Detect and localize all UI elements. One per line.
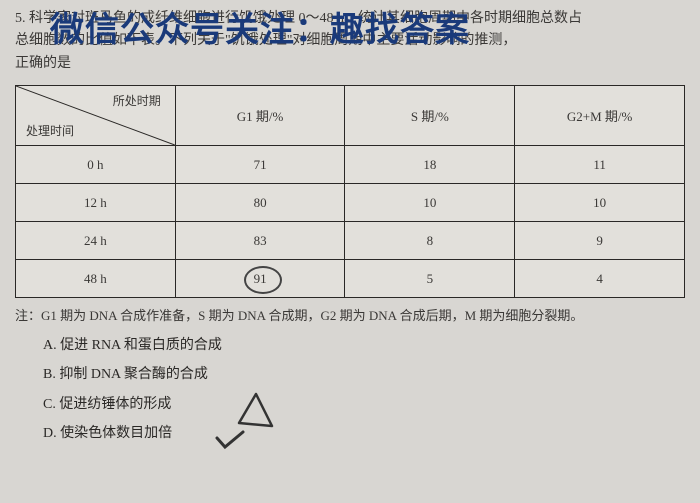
cell-g1-circled: 91 <box>175 260 345 298</box>
col-header-g2m: G2+M 期/% <box>515 86 685 146</box>
col-header-g1: G1 期/% <box>175 86 345 146</box>
option-c: C. 促进纺锤体的形成 <box>43 395 685 415</box>
cell-s: 10 <box>345 184 515 222</box>
check-annotation-icon <box>215 430 245 450</box>
table-row: 24 h 83 8 9 <box>16 222 685 260</box>
table-note: 注：G1 期为 DNA 合成作准备，S 期为 DNA 合成期，G2 期为 DNA… <box>15 306 685 326</box>
cell-g2m: 11 <box>515 146 685 184</box>
row-time: 24 h <box>16 222 176 260</box>
watermark-text: 微信公众号关注：趣找答案 <box>50 2 470 51</box>
option-d: D. 使染色体数目加倍 <box>43 424 685 444</box>
cell-g2m: 10 <box>515 184 685 222</box>
row-time: 48 h <box>16 260 176 298</box>
cell-g1: 80 <box>175 184 345 222</box>
table-row: 0 h 71 18 11 <box>16 146 685 184</box>
option-a: A. 促进 RNA 和蛋白质的合成 <box>43 336 685 356</box>
cell-s: 5 <box>345 260 515 298</box>
data-table-container: 所处时期 处理时间 G1 期/% S 期/% G2+M 期/% 0 h 71 1… <box>15 85 685 298</box>
cell-g1: 83 <box>175 222 345 260</box>
cell-g2m: 9 <box>515 222 685 260</box>
row-time: 12 h <box>16 184 176 222</box>
cell-s: 18 <box>345 146 515 184</box>
option-b: B. 抑制 DNA 聚合酶的合成 <box>43 365 685 385</box>
stem-line-3: 正确的是 <box>15 56 71 71</box>
diagonal-header: 所处时期 处理时间 <box>16 86 176 146</box>
header-top-label: 所处时期 <box>113 92 161 109</box>
cell-g2m: 4 <box>515 260 685 298</box>
header-bottom-label: 处理时间 <box>26 122 74 139</box>
row-time: 0 h <box>16 146 176 184</box>
triangle-annotation-icon <box>236 390 276 430</box>
question-number: 5. <box>15 11 26 26</box>
cell-cycle-table: 所处时期 处理时间 G1 期/% S 期/% G2+M 期/% 0 h 71 1… <box>15 85 685 298</box>
cell-g1: 71 <box>175 146 345 184</box>
table-row: 12 h 80 10 10 <box>16 184 685 222</box>
col-header-s: S 期/% <box>345 86 515 146</box>
table-header-row: 所处时期 处理时间 G1 期/% S 期/% G2+M 期/% <box>16 86 685 146</box>
table-row: 48 h 91 5 4 <box>16 260 685 298</box>
circled-value: 91 <box>254 271 267 287</box>
cell-s: 8 <box>345 222 515 260</box>
options-list: A. 促进 RNA 和蛋白质的合成 B. 抑制 DNA 聚合酶的合成 C. 促进… <box>15 336 685 444</box>
